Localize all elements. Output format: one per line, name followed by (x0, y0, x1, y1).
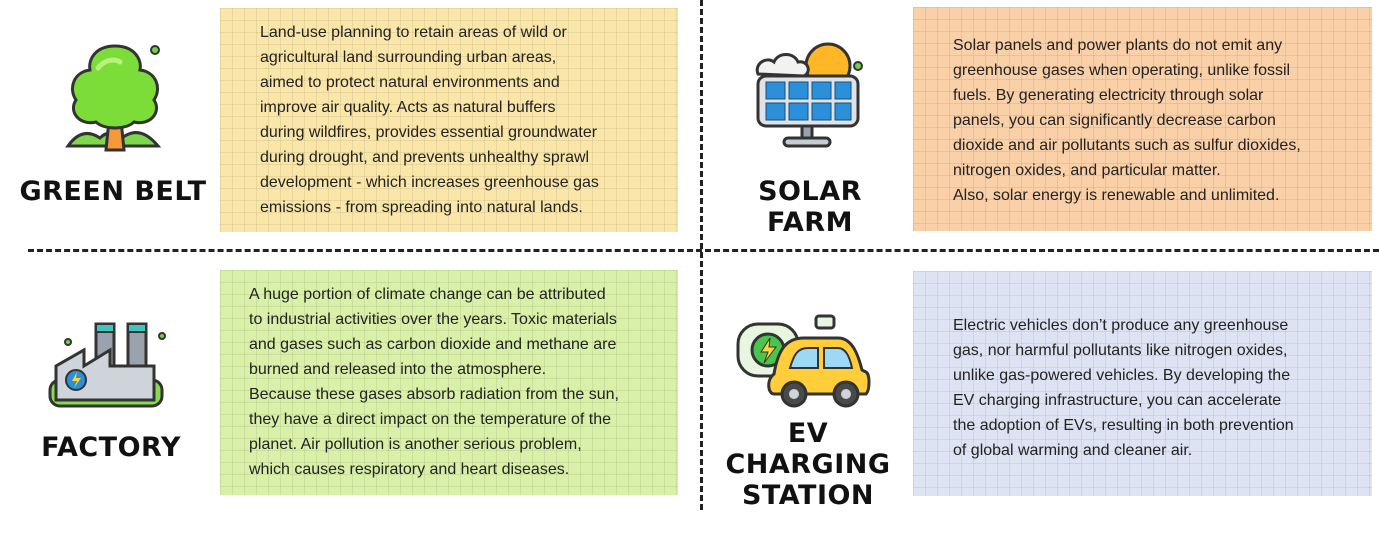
horizontal-divider (28, 249, 1379, 252)
ev-station-title-line1: EV CHARGING (725, 418, 891, 480)
solar-farm-description: Solar panels and power plants do not emi… (953, 37, 1301, 204)
vertical-divider (700, 0, 703, 510)
solar-farm-card: Solar panels and power plants do not emi… (913, 7, 1372, 231)
ev-station-card: Electric vehicles don’t produce any gree… (913, 271, 1372, 496)
factory-icon (44, 318, 168, 410)
solar-farm-title: SOLAR FARM (758, 176, 862, 238)
ev-station-title-line2: STATION (741, 480, 875, 511)
ev-station-description: Electric vehicles don’t produce any gree… (953, 317, 1294, 459)
factory-title: FACTORY (41, 432, 181, 463)
tree-icon (60, 38, 170, 158)
green-belt-title: GREEN BELT (19, 176, 207, 207)
ev-station-title: EV CHARGING STATION (712, 418, 904, 511)
solar-panel-icon (748, 38, 868, 150)
factory-description: A huge portion of climate change can be … (249, 286, 619, 478)
factory-card: A huge portion of climate change can be … (220, 270, 678, 495)
green-belt-card: Land-use planning to retain areas of wil… (220, 8, 678, 232)
green-belt-description: Land-use planning to retain areas of wil… (260, 24, 599, 216)
electric-car-icon (734, 314, 874, 414)
